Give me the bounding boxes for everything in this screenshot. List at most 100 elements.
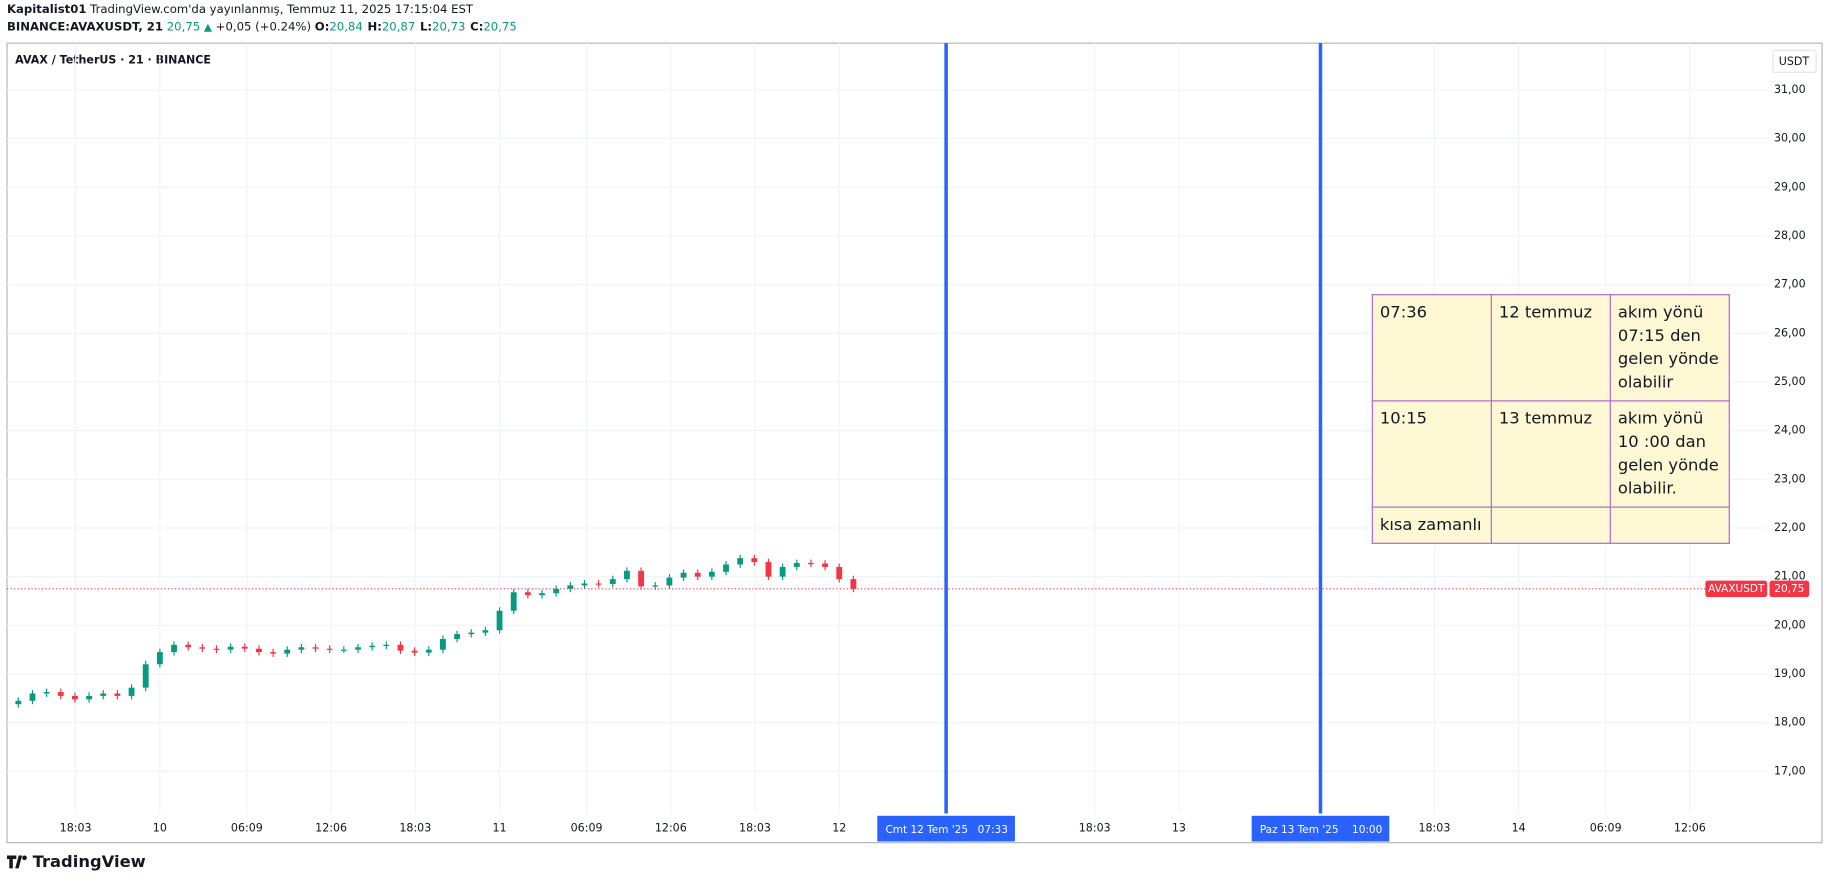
- table-cell: 12 temmuz: [1490, 294, 1611, 402]
- table-cell: [1609, 506, 1730, 544]
- y-tick-label: 30,00: [1774, 132, 1806, 145]
- currency: USDT: [1779, 55, 1810, 68]
- x-tick-label: 18:03: [1418, 822, 1450, 835]
- candle-body: [694, 572, 701, 577]
- frame: [6, 42, 1823, 844]
- last: 20,75: [166, 21, 201, 34]
- change: +0,05 (+0.24%): [215, 21, 312, 34]
- x-tick-label: 12: [832, 822, 846, 835]
- marker-date: Cmt 12 Tem '25: [885, 824, 968, 836]
- x-tick-label: 14: [1512, 822, 1526, 835]
- y-tick-label: 28,00: [1774, 229, 1806, 242]
- x-tick-label: 06:09: [1590, 822, 1622, 835]
- candle-body: [128, 687, 135, 696]
- candle-body: [595, 583, 602, 585]
- table-row: 07:36 12 temmuz akım yönü 07:15 den gelen …: [1371, 294, 1730, 402]
- table-cell: kısa zamanlı: [1371, 506, 1492, 544]
- marker-label-box: [877, 815, 1015, 842]
- candle-body: [652, 585, 659, 587]
- ohlc-value: 20,75: [483, 21, 517, 34]
- header-line: BINANCE:AVAXUSDT, 21 20,75 ▲ +0,05 (+0.2…: [7, 21, 521, 34]
- y-tick-label: 25,00: [1774, 375, 1806, 388]
- chart-title: AVAX / TetherUS · 21 · BINANCE: [15, 54, 211, 67]
- y-tick-label: 27,00: [1774, 278, 1806, 291]
- marks: [15, 554, 857, 708]
- candle-body: [298, 647, 305, 650]
- candle-body: [751, 558, 758, 563]
- last-price-tag: AVAXUSDT: [1708, 583, 1765, 595]
- candle-body: [86, 695, 93, 700]
- candle-body: [581, 583, 588, 586]
- candle-body: [666, 577, 673, 586]
- candle-body: [567, 585, 574, 589]
- header-line: Kapitalist01 TradingView.com'da yayınlan…: [7, 4, 473, 17]
- y-tick-label: 19,00: [1774, 667, 1806, 680]
- candle-body: [114, 693, 121, 696]
- candle-body: [524, 592, 531, 596]
- candle-body: [737, 558, 744, 565]
- candle-body: [227, 646, 234, 650]
- candle-body: [624, 570, 630, 580]
- candle-body: [850, 579, 857, 589]
- x-tick-label: 10: [153, 822, 167, 835]
- candle-body: [185, 644, 192, 648]
- candle-body: [340, 649, 347, 651]
- published: TradingView.com'da yayınlanmış, Temmuz 1…: [90, 3, 474, 17]
- x-tick-label: 18:03: [399, 822, 431, 835]
- y-tick-label: 24,00: [1774, 424, 1806, 437]
- ohlc-value: 20,84: [329, 21, 363, 34]
- candle-body: [241, 646, 248, 649]
- y-tick-label: 23,00: [1774, 472, 1806, 485]
- ohlc-value: 20,87: [381, 21, 416, 34]
- ohlc-key: O:: [314, 21, 330, 34]
- candle-body: [411, 650, 418, 653]
- ohlc: O:20,84 H:20,87 L:20,73 C:20,75: [315, 21, 522, 34]
- marker-time: 07:33: [978, 824, 1008, 836]
- candle-body: [496, 610, 503, 631]
- author: Kapitalist01: [6, 3, 87, 17]
- candle-body: [793, 563, 800, 567]
- candle-body: [199, 647, 206, 649]
- x-tick-label: 06:09: [571, 822, 603, 835]
- up-arrow: ▲: [203, 22, 212, 34]
- table-cell: [1490, 506, 1611, 544]
- y-tick-label: 17,00: [1774, 764, 1806, 777]
- candle-body: [822, 563, 829, 567]
- candle-body: [43, 692, 50, 694]
- candle-body: [638, 570, 645, 587]
- x-tick-label: 11: [493, 822, 507, 835]
- grid: 17,00 18,00 19,00 20,00 21,00 22,00 23,00 24,00…: [6, 43, 1806, 835]
- marker-label-box: [1251, 815, 1390, 842]
- candle-body: [72, 695, 78, 700]
- candle-body: [15, 700, 22, 705]
- candle-body: [425, 649, 432, 653]
- ohlc-key: C:: [470, 21, 484, 34]
- candle-body: [369, 645, 376, 648]
- y-tick-label: 21,00: [1774, 570, 1806, 583]
- x-tick-label: 18:03: [60, 822, 92, 835]
- y-tick-label: 29,00: [1774, 180, 1806, 193]
- table-row: 10:15 13 temmuz akım yönü 10 :00 dan gelen…: [1371, 400, 1730, 508]
- candle-body: [609, 579, 616, 584]
- candle-body: [708, 571, 715, 577]
- candle-body: [156, 652, 163, 665]
- candle-body: [142, 664, 149, 688]
- candle-body: [765, 562, 772, 577]
- overlay: AVAXUSDT 20,75 Cmt 12 Tem '25 07:33 Paz 13 T…: [6, 43, 1810, 842]
- table-row: kısa zamanlı: [1371, 506, 1730, 544]
- candle-body: [468, 632, 475, 635]
- candle-body: [397, 644, 404, 651]
- y-tick-label: 22,00: [1774, 521, 1806, 534]
- x-tick-label: 18:03: [1079, 822, 1111, 835]
- table-cell: 10:15: [1371, 400, 1492, 508]
- ohlc-value: 20,73: [432, 21, 466, 34]
- x-tick-label: 18:03: [739, 822, 771, 835]
- candle-body: [256, 648, 262, 653]
- candle-body: [100, 693, 107, 696]
- brand-logo: [6, 855, 27, 869]
- candle-body: [284, 649, 291, 654]
- ohlc-key: H:: [367, 21, 382, 34]
